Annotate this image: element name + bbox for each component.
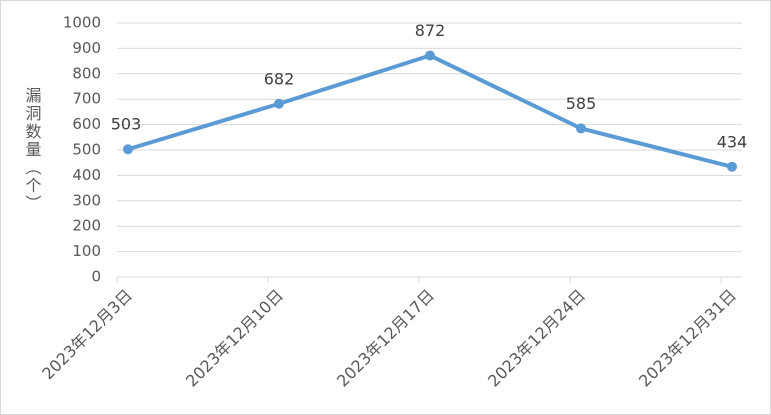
- data-label: 585: [566, 94, 597, 113]
- data-label: 682: [264, 69, 295, 88]
- y-tick-label: 300: [72, 191, 101, 209]
- data-label: 434: [717, 132, 748, 151]
- y-tick-label: 400: [72, 166, 101, 184]
- y-tick-label: 100: [72, 242, 101, 260]
- y-tick-label: 800: [72, 64, 101, 82]
- y-axis-label: 漏洞数量（个）: [23, 87, 42, 213]
- y-tick-label: 0: [91, 268, 101, 286]
- data-point: [425, 50, 435, 61]
- y-tick-label: 600: [72, 115, 101, 133]
- data-label: 872: [415, 21, 446, 40]
- data-point: [576, 123, 586, 134]
- data-point: [274, 98, 284, 109]
- data-label: 503: [111, 115, 142, 134]
- data-point: [123, 144, 133, 155]
- y-tick-label: 700: [72, 90, 101, 108]
- y-tick-label: 900: [72, 39, 101, 57]
- y-tick-label: 1000: [63, 14, 101, 32]
- y-tick-label: 500: [72, 141, 101, 159]
- y-tick-label: 200: [72, 217, 101, 235]
- data-point: [727, 161, 737, 172]
